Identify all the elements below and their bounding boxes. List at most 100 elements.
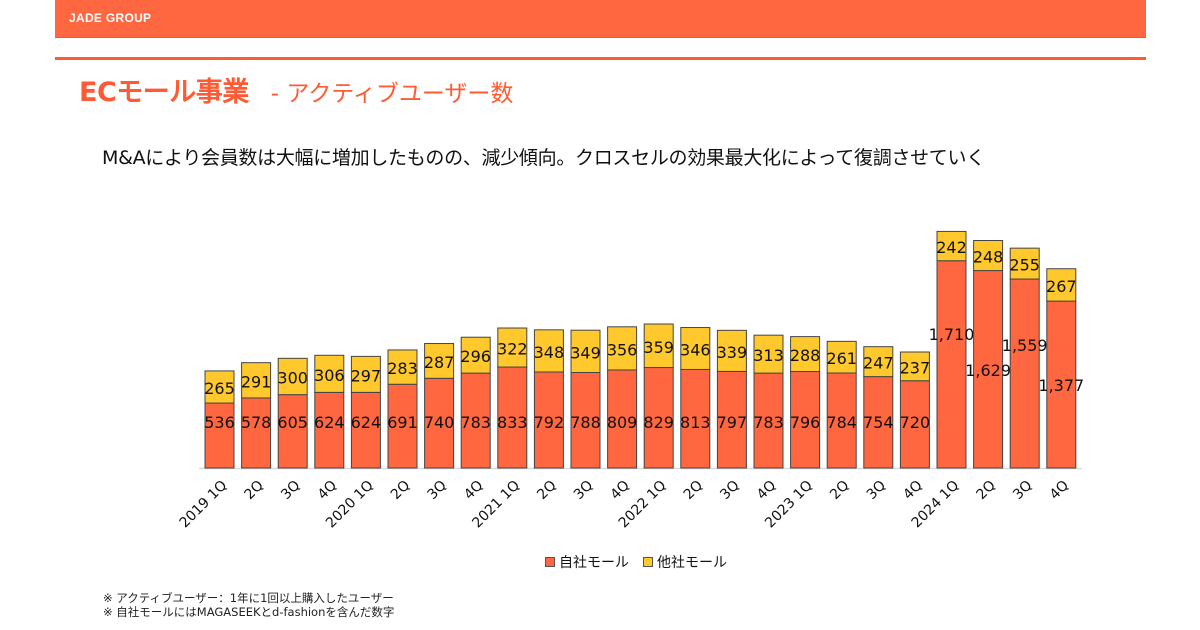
data-label-other-mall: 242	[936, 238, 967, 257]
data-label-own-mall: 797	[717, 413, 748, 432]
bar-other-mall	[716, 329, 747, 372]
data-label-own-mall: 783	[753, 413, 784, 432]
data-label-own-mall: 536	[204, 413, 235, 432]
bar-own-mall	[350, 391, 381, 469]
footnotes: ※ アクティブユーザー：1年に1回以上購入したユーザー ※ 自社モールにはMAG…	[103, 591, 394, 619]
data-label-other-mall: 255	[1009, 256, 1040, 275]
bar-other-mall	[1046, 268, 1077, 302]
x-tick-label: 2Q	[974, 478, 999, 503]
data-label-own-mall: 624	[351, 413, 382, 432]
data-label-own-mall: 1,377	[1038, 376, 1084, 395]
x-tick-label: 4Q	[461, 478, 486, 503]
data-label-own-mall: 833	[497, 413, 528, 432]
bar-other-mall	[790, 336, 821, 373]
bar-other-mall	[826, 340, 857, 374]
data-label-own-mall: 1,710	[929, 325, 975, 344]
bar-other-mall	[680, 327, 711, 370]
x-tick-label: 3Q	[425, 478, 450, 503]
bar-other-mall	[753, 334, 784, 374]
data-label-own-mall: 605	[277, 413, 308, 432]
data-label-other-mall: 247	[863, 354, 894, 373]
bar-own-mall	[607, 369, 638, 469]
bar-own-mall	[314, 391, 345, 469]
bar-own-mall	[790, 371, 821, 469]
data-label-other-mall: 322	[497, 340, 528, 359]
data-label-other-mall: 306	[314, 366, 345, 385]
x-tick-label: 2Q	[534, 478, 559, 503]
bar-other-mall	[643, 323, 674, 369]
data-label-other-mall: 356	[607, 340, 638, 359]
legend-item-own-mall: 自社モール	[545, 552, 629, 572]
data-label-other-mall: 237	[900, 358, 931, 377]
x-tick-label: 2019 1Q	[177, 478, 231, 532]
bar-other-mall	[973, 240, 1004, 272]
bar-other-mall	[460, 336, 491, 374]
data-label-other-mall: 313	[753, 346, 784, 365]
page-title-main: ECモール事業	[79, 77, 249, 108]
data-label-other-mall: 296	[460, 347, 491, 366]
x-tick-label: 4Q	[900, 478, 925, 503]
legend-item-other-mall: 他社モール	[643, 552, 727, 572]
data-label-other-mall: 349	[570, 343, 601, 362]
legend-swatch-own-mall	[545, 557, 555, 567]
data-label-own-mall: 754	[863, 413, 894, 432]
bar-other-mall	[607, 326, 638, 371]
legend-swatch-other-mall	[643, 557, 653, 567]
bar-other-mall	[899, 351, 930, 382]
data-label-other-mall: 348	[534, 343, 565, 362]
footnote: ※ 自社モールにはMAGASEEKとd-fashionを含んだ数字	[103, 605, 395, 619]
bar-own-mall	[680, 368, 711, 469]
bar-own-mall	[570, 371, 601, 469]
header-bar: JADE GROUP	[55, 0, 1146, 38]
bar-own-mall	[936, 260, 967, 469]
x-tick-label: 3Q	[1010, 478, 1035, 503]
data-label-own-mall: 792	[534, 413, 565, 432]
bar-own-mall	[241, 397, 272, 469]
legend-label-own-mall: 自社モール	[559, 555, 629, 571]
data-label-own-mall: 784	[826, 413, 857, 432]
data-label-other-mall: 288	[790, 346, 821, 365]
x-tick-label: 2Q	[681, 478, 706, 503]
bar-other-mall	[387, 349, 418, 385]
data-label-other-mall: 346	[680, 340, 711, 359]
page-subtitle: M&Aにより会員数は大幅に増加したものの、減少傾向。クロスセルの効果最大化によっ…	[102, 147, 985, 169]
x-tick-label: 2Q	[388, 478, 413, 503]
bar-other-mall	[277, 357, 308, 396]
divider	[55, 57, 1146, 60]
data-label-other-mall: 287	[424, 353, 455, 372]
data-label-other-mall: 359	[643, 338, 674, 357]
data-label-own-mall: 783	[460, 413, 491, 432]
bar-own-mall	[497, 366, 528, 469]
data-label-own-mall: 788	[570, 413, 601, 432]
data-label-other-mall: 291	[241, 372, 272, 391]
data-label-other-mall: 261	[826, 349, 857, 368]
x-tick-label: 2Q	[827, 478, 852, 503]
bar-own-mall	[533, 371, 564, 469]
data-label-own-mall: 813	[680, 413, 711, 432]
bar-other-mall	[350, 355, 381, 393]
bar-other-mall	[497, 327, 528, 368]
data-label-own-mall: 624	[314, 413, 345, 432]
data-label-own-mall: 1,629	[965, 361, 1011, 380]
x-tick-label: 3Q	[571, 478, 596, 503]
x-tick-label: 4Q	[1047, 478, 1072, 503]
bar-other-mall	[424, 343, 455, 379]
x-tick-label: 3Q	[864, 478, 889, 503]
bar-other-mall	[241, 362, 272, 399]
bar-other-mall	[570, 329, 601, 373]
page-title: ECモール事業 - アクティブユーザー数	[79, 70, 513, 109]
bar-other-mall	[1009, 247, 1040, 280]
bar-other-mall	[314, 354, 345, 393]
bar-own-mall	[973, 270, 1004, 469]
bar-other-mall	[204, 370, 235, 404]
bar-own-mall	[387, 383, 418, 469]
bar-own-mall	[1009, 278, 1040, 469]
data-label-other-mall: 248	[973, 248, 1004, 267]
data-label-other-mall: 267	[1046, 277, 1077, 296]
bar-own-mall	[863, 376, 894, 469]
data-label-own-mall: 720	[900, 413, 931, 432]
data-label-own-mall: 578	[241, 413, 272, 432]
x-tick-label: 4Q	[608, 478, 633, 503]
bar-own-mall	[277, 394, 308, 469]
